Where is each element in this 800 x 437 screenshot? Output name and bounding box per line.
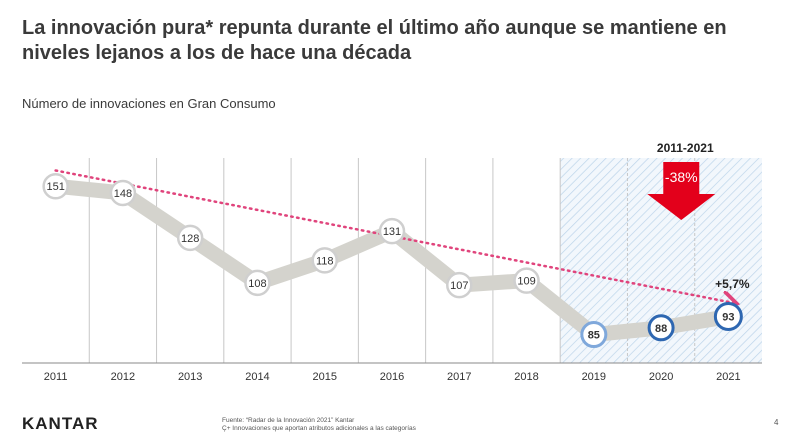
x-tick-label: 2012 xyxy=(111,371,135,383)
data-label: 118 xyxy=(316,255,334,267)
x-tick-label: 2018 xyxy=(514,371,538,383)
data-label: 108 xyxy=(248,278,266,290)
data-label: 107 xyxy=(450,280,468,292)
period-label: 2011-2021 xyxy=(657,141,714,155)
data-point xyxy=(713,302,743,332)
data-label: 88 xyxy=(655,323,667,335)
x-tick-label: 2014 xyxy=(245,371,269,383)
x-tick-label: 2016 xyxy=(380,371,404,383)
page-title: La innovación pura* repunta durante el ú… xyxy=(22,17,727,64)
data-label: 128 xyxy=(181,233,199,245)
trend-line xyxy=(54,169,735,303)
data-label: 109 xyxy=(517,276,535,288)
kantar-logo: KANTAR xyxy=(22,414,99,433)
data-point xyxy=(513,267,540,294)
data-point xyxy=(109,179,137,207)
data-point xyxy=(378,217,406,245)
x-tick-label: 2015 xyxy=(312,371,336,383)
data-label: 148 xyxy=(114,188,132,200)
data-label: 131 xyxy=(383,226,401,238)
data-point xyxy=(244,269,271,297)
data-label: 151 xyxy=(46,181,64,193)
source-note: Fuente: “Radar de la Innovación 2021” Ka… xyxy=(222,417,355,424)
data-point xyxy=(647,314,675,342)
footer-notes: Fuente: “Radar de la Innovación 2021” Ka… xyxy=(222,417,416,433)
data-point xyxy=(446,271,473,299)
chart-subtitle: Número de innovaciones en Gran Consumo xyxy=(22,96,276,111)
x-tick-label: 2013 xyxy=(178,371,202,383)
decline-label: -38% xyxy=(665,169,698,185)
data-label: 85 xyxy=(588,330,600,342)
x-tick-label: 2019 xyxy=(582,371,606,383)
x-tick-label: 2011 xyxy=(44,371,68,383)
data-point xyxy=(580,321,608,349)
data-point xyxy=(176,224,204,252)
decline-arrow xyxy=(647,162,716,220)
x-tick-label: 2021 xyxy=(716,371,740,383)
x-tick-label: 2020 xyxy=(649,371,673,383)
page-number: 4 xyxy=(774,418,779,427)
data-label: 93 xyxy=(722,312,734,324)
growth-label: +5,7% xyxy=(715,277,750,291)
data-point xyxy=(42,172,69,200)
data-point xyxy=(311,247,338,274)
definition-note: Ç+ Innovaciones que aportan atributos ad… xyxy=(222,425,416,432)
x-tick-label: 2017 xyxy=(447,371,471,383)
